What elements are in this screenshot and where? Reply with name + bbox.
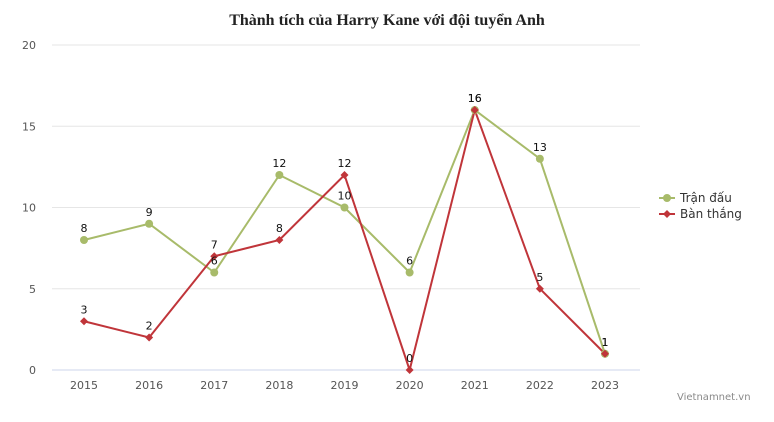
circle-marker-icon	[659, 194, 675, 202]
data-label: 1	[602, 336, 609, 349]
data-point[interactable]	[80, 236, 88, 244]
data-point[interactable]	[340, 171, 349, 179]
data-label: 8	[81, 222, 88, 235]
data-label: 3	[81, 303, 88, 316]
x-tick-label: 2016	[135, 379, 163, 392]
data-label: 9	[146, 206, 153, 219]
data-point[interactable]	[145, 333, 154, 342]
series-line[interactable]	[83, 108, 606, 355]
x-tick-label: 2020	[396, 379, 424, 392]
data-label: 16	[468, 92, 482, 105]
data-point[interactable]	[210, 268, 219, 277]
data-point[interactable]	[470, 106, 479, 114]
data-point[interactable]	[535, 284, 544, 293]
legend-label-goals: Bàn thắng	[680, 207, 742, 221]
x-tick-label: 2018	[265, 379, 293, 392]
data-point[interactable]	[275, 171, 284, 179]
data-label: 6	[211, 255, 218, 268]
source-credit: Vietnamnet.vn	[677, 392, 751, 403]
data-point[interactable]	[535, 154, 544, 163]
y-tick-label: 10	[22, 202, 36, 215]
data-label: 2	[146, 320, 153, 333]
data-label: 12	[338, 157, 352, 170]
data-label: 8	[276, 222, 283, 235]
legend-item-matches[interactable]: Trận đấu	[659, 190, 742, 206]
x-tick-label: 2021	[461, 379, 489, 392]
data-label: 13	[533, 141, 547, 154]
y-tick-label: 20	[22, 39, 36, 52]
legend: Trận đấu Bàn thắng	[659, 190, 742, 222]
x-tick-label: 2022	[526, 379, 554, 392]
data-point[interactable]	[340, 203, 349, 212]
legend-label-matches: Trận đấu	[680, 191, 732, 205]
data-label: 12	[272, 157, 286, 170]
x-tick-label: 2019	[331, 379, 359, 392]
legend-item-goals[interactable]: Bàn thắng	[659, 206, 742, 222]
data-label: 16	[468, 92, 482, 105]
y-tick-label: 5	[29, 283, 36, 296]
data-point[interactable]	[210, 252, 219, 261]
data-point[interactable]	[275, 236, 284, 244]
data-label: 1	[602, 336, 609, 349]
data-label: 10	[338, 190, 352, 203]
data-point[interactable]	[405, 366, 414, 374]
diamond-marker-icon	[659, 210, 675, 218]
data-label: 5	[536, 271, 543, 284]
data-label: 7	[211, 238, 218, 251]
data-point[interactable]	[601, 349, 609, 358]
data-point[interactable]	[145, 219, 154, 228]
data-label: 6	[406, 255, 413, 268]
x-tick-label: 2023	[591, 379, 619, 392]
data-point[interactable]	[405, 268, 414, 277]
x-tick-label: 2015	[70, 379, 98, 392]
series-group[interactable]	[80, 106, 609, 374]
data-point[interactable]	[80, 317, 88, 326]
x-tick-label: 2017	[200, 379, 228, 392]
y-axis: 0 5 10 15 20	[22, 39, 36, 377]
data-label: 0	[406, 352, 413, 365]
chart-title: Thành tích của Harry Kane với đội tuyển …	[229, 12, 545, 29]
y-tick-label: 0	[29, 364, 36, 377]
x-axis: 2015 2016 2017 2018 2019 2020 2021 2022 2023	[70, 379, 619, 392]
y-tick-label: 15	[22, 120, 36, 133]
